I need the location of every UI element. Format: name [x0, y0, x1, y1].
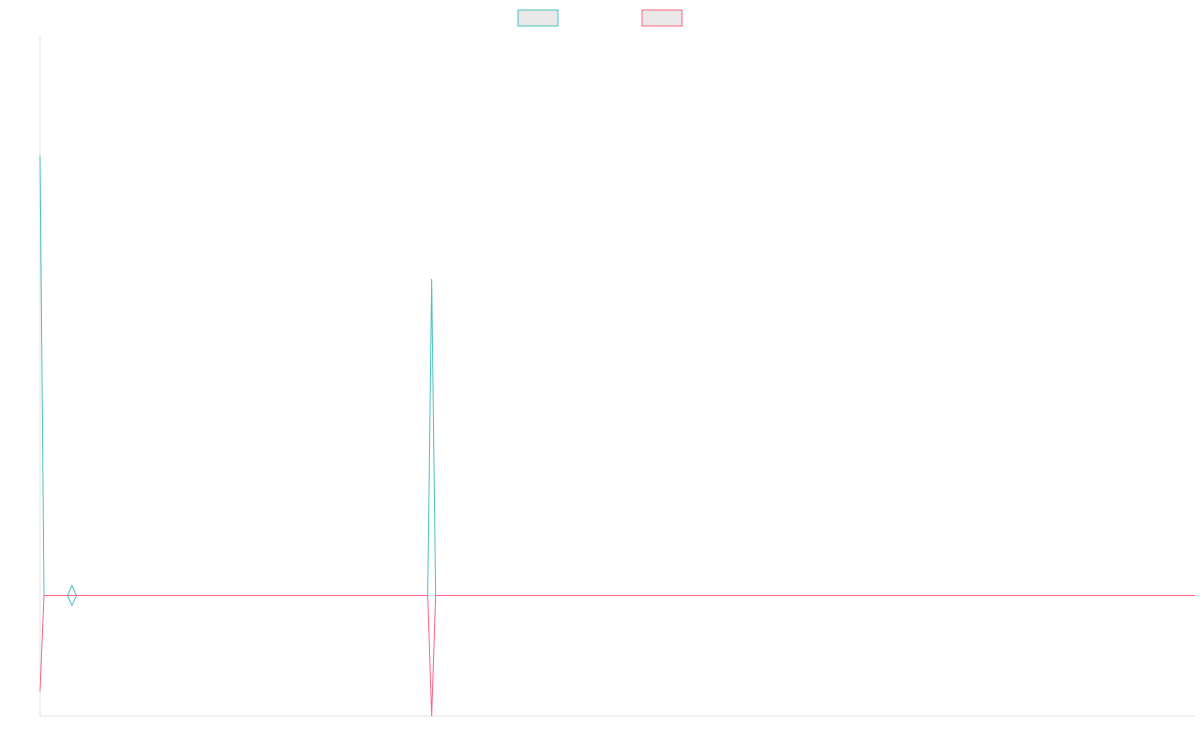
series-line-1	[39, 155, 1195, 596]
series-line-2	[39, 594, 1195, 717]
axes	[39, 36, 1195, 717]
legend-swatch-1	[517, 9, 559, 27]
legend-swatch-2	[641, 9, 683, 27]
legend	[517, 9, 683, 27]
series-area	[39, 155, 1195, 717]
